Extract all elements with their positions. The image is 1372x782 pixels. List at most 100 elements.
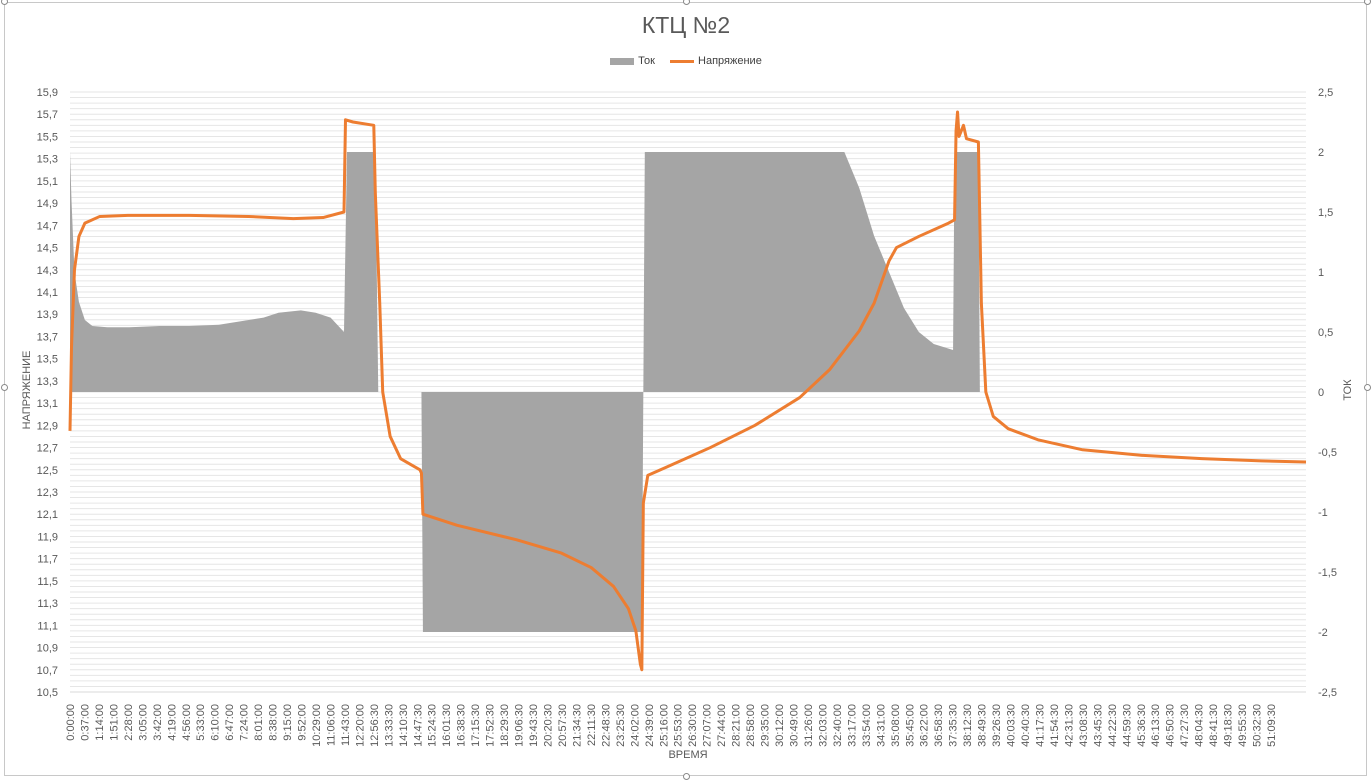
x-tick-label: 0:00:00 [65, 704, 77, 741]
x-tick-label: 47:27:30 [1179, 704, 1191, 747]
x-tick-label: 22:48:30 [600, 704, 612, 747]
resize-handle-left[interactable] [1, 384, 8, 391]
x-tick-label: 11:43:00 [340, 704, 352, 746]
legend-label-voltage: Напряжение [698, 55, 762, 68]
x-tick-label: 20:57:30 [557, 704, 569, 747]
x-tick-label: 25:16:00 [658, 704, 670, 747]
left-tick-label: 13,3 [37, 376, 58, 388]
x-tick-label: 8:38:00 [268, 704, 280, 741]
x-tick-label: 14:10:30 [398, 704, 410, 747]
current-series-area [70, 152, 1306, 632]
left-tick-label: 13,9 [37, 309, 58, 321]
x-tick-label: 44:59:30 [1121, 704, 1133, 747]
y-axis-title-right: ТОК [1342, 379, 1354, 401]
x-tick-label: 17:52:30 [485, 704, 497, 747]
x-tick-label: 18:29:30 [499, 704, 511, 747]
x-tick-label: 14:47:30 [412, 704, 424, 747]
x-tick-label: 38:12:30 [962, 704, 974, 747]
chart-title: КТЦ №2 [641, 12, 731, 38]
left-tick-label: 12,5 [37, 465, 58, 477]
left-axis-ticks: 10,5 10,7 10,9 11,1 11,3 11,5 11,7 11,9 12,1 12,3… [37, 87, 58, 699]
left-tick-label: 11,3 [37, 598, 58, 610]
x-tick-label: 49:18:30 [1223, 704, 1235, 747]
x-tick-label: 11:06:00 [325, 704, 337, 746]
right-tick-label: -0,5 [1318, 447, 1337, 459]
x-axis-title: ВРЕМЯ [668, 749, 707, 761]
x-tick-label: 28:58:00 [745, 704, 757, 747]
right-tick-label: 1,5 [1318, 207, 1333, 219]
x-tick-label: 19:06:30 [514, 704, 526, 747]
x-tick-label: 16:01:30 [441, 704, 453, 747]
legend-swatch-voltage [670, 59, 695, 63]
right-tick-label: -1,5 [1318, 567, 1337, 579]
x-tick-label: 13:33:30 [383, 704, 395, 747]
right-tick-label: 0 [1318, 387, 1324, 399]
left-tick-label: 11,9 [37, 531, 58, 543]
x-tick-label: 10:29:00 [311, 704, 323, 747]
left-tick-label: 12,1 [37, 509, 58, 521]
resize-handle-top-left[interactable] [1, 0, 8, 5]
y-axis-title-left: НАПРЯЖЕНИЕ [21, 351, 33, 430]
left-tick-label: 14,1 [37, 287, 58, 299]
x-tick-label: 34:31:00 [875, 704, 887, 747]
chart-legend: Ток Напряжение [0, 55, 1372, 67]
x-tick-label: 36:58:30 [933, 704, 945, 747]
x-tick-label: 9:15:00 [282, 704, 294, 741]
x-tick-label: 37:35:30 [948, 704, 960, 747]
right-tick-label: 0,5 [1318, 327, 1333, 339]
x-tick-label: 15:24:30 [427, 704, 439, 747]
x-tick-label: 41:54:30 [1049, 704, 1061, 747]
x-tick-label: 25:53:00 [673, 704, 685, 747]
x-tick-label: 32:40:00 [832, 704, 844, 747]
x-tick-label: 9:52:00 [297, 704, 309, 741]
x-tick-label: 28:21:00 [731, 704, 743, 747]
x-tick-label: 4:19:00 [166, 704, 178, 741]
x-tick-label: 3:42:00 [152, 704, 164, 741]
right-tick-label: -1 [1318, 507, 1328, 519]
x-tick-label: 42:31:30 [1063, 704, 1075, 747]
x-tick-label: 29:35:00 [760, 704, 772, 747]
resize-handle-top[interactable] [683, 0, 690, 5]
x-tick-label: 5:33:00 [195, 704, 207, 741]
x-tick-label: 35:45:00 [904, 704, 916, 747]
x-tick-label: 20:20:30 [543, 704, 555, 747]
legend-label-current: Ток [638, 55, 655, 68]
x-tick-label: 6:47:00 [224, 704, 236, 741]
left-tick-label: 10,9 [37, 643, 58, 655]
x-tick-label: 33:54:00 [861, 704, 873, 747]
resize-handle-right[interactable] [1364, 384, 1371, 391]
x-tick-label: 19:43:30 [528, 704, 540, 747]
left-tick-label: 13,5 [37, 354, 58, 366]
x-tick-label: 35:08:00 [890, 704, 902, 747]
left-tick-label: 14,7 [37, 220, 58, 232]
x-tick-label: 46:50:30 [1165, 704, 1177, 747]
left-tick-label: 12,7 [37, 443, 58, 455]
x-tick-label: 41:17:30 [1034, 704, 1046, 747]
x-tick-label: 33:17:00 [846, 704, 858, 747]
voltage-series-line [68, 110, 1307, 672]
left-tick-label: 15,1 [37, 176, 58, 188]
x-tick-label: 31:26:00 [803, 704, 815, 747]
x-tick-label: 38:49:30 [977, 704, 989, 747]
legend-item-current: Ток [610, 55, 655, 67]
x-tick-label: 7:24:00 [239, 704, 251, 741]
x-tick-label: 12:56:30 [369, 704, 381, 747]
x-tick-label: 1:14:00 [94, 704, 106, 741]
x-tick-label: 8:01:00 [253, 704, 265, 741]
x-tick-label: 45:36:30 [1136, 704, 1148, 747]
left-tick-label: 14,5 [37, 243, 58, 255]
x-tick-label: 0:37:00 [79, 704, 91, 741]
right-tick-label: -2 [1318, 627, 1328, 639]
x-tick-label: 24:39:00 [644, 704, 656, 747]
resize-handle-bottom[interactable] [683, 773, 690, 780]
right-axis-ticks: -2,5 -2 -1,5 -1 -0,5 0 0,5 1 1,5 2 2,5 [1318, 87, 1337, 699]
x-tick-label: 27:07:00 [702, 704, 714, 747]
resize-handle-top-right[interactable] [1364, 0, 1371, 5]
x-tick-label: 1:51:00 [108, 704, 120, 741]
left-tick-label: 15,3 [37, 154, 58, 166]
left-tick-label: 11,1 [37, 620, 58, 632]
x-tick-label: 22:11:30 [586, 704, 598, 746]
x-tick-label: 2:28:00 [123, 704, 135, 741]
left-tick-label: 12,9 [37, 420, 58, 432]
